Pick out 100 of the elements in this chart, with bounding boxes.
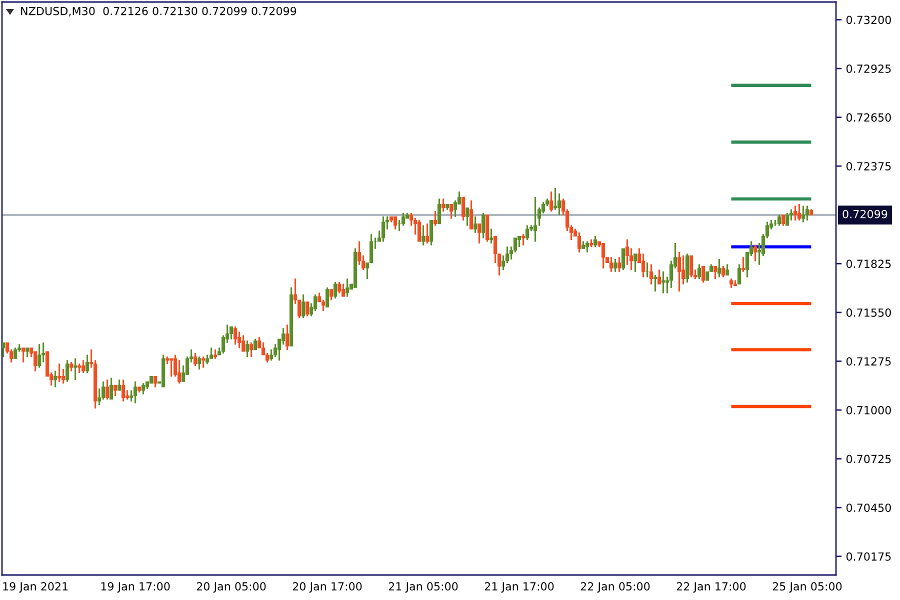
candlestick xyxy=(341,284,346,297)
candlestick xyxy=(777,214,781,226)
candlestick xyxy=(677,252,681,292)
y-tick-label: 0.71275 xyxy=(846,357,891,366)
y-tick-label: 0.71000 xyxy=(846,406,891,414)
y-tick-label: 0.71825 xyxy=(846,260,891,268)
candlestick xyxy=(122,380,126,402)
candlestick xyxy=(577,232,582,252)
candlestick xyxy=(198,356,202,370)
candlestick xyxy=(581,241,586,249)
candlestick xyxy=(469,200,474,230)
candlestick xyxy=(729,278,733,288)
candlestick xyxy=(725,264,729,276)
candlestick xyxy=(106,380,110,400)
candlestick xyxy=(290,287,294,346)
candlestick xyxy=(286,324,290,350)
candlestick xyxy=(110,378,114,400)
candlestick xyxy=(733,280,737,286)
candlestick xyxy=(549,192,554,212)
candlestick xyxy=(521,234,526,246)
y-tick-label: 0.73200 xyxy=(846,16,891,24)
candlestick xyxy=(645,262,650,278)
candlestick xyxy=(737,264,741,284)
chart-title: NZDUSD,M30 0.72126 0.72130 0.72099 0.72099 xyxy=(21,6,296,16)
candlestick xyxy=(805,206,809,220)
candlestick xyxy=(753,244,757,262)
candlestick xyxy=(393,216,398,230)
candlestick xyxy=(481,212,486,238)
candlestick xyxy=(337,282,342,294)
candlestick xyxy=(134,381,138,404)
candlestick xyxy=(38,344,42,368)
candlestick xyxy=(250,342,254,358)
candlestick xyxy=(214,349,218,359)
candlestick xyxy=(717,258,721,278)
candlestick xyxy=(301,294,306,318)
candlestick xyxy=(425,223,430,244)
candlestick xyxy=(66,360,70,382)
candlestick xyxy=(86,354,90,374)
candlestick xyxy=(797,204,801,220)
candlestick xyxy=(70,362,74,372)
candlestick xyxy=(473,216,478,233)
candlestick xyxy=(485,214,490,242)
x-tick-label: 21 Jan 17:00 xyxy=(484,582,554,593)
y-tick-label: 0.71550 xyxy=(846,308,891,317)
candlestick xyxy=(421,225,426,246)
candlestick xyxy=(701,266,705,283)
candlestick xyxy=(78,364,82,374)
candlestick xyxy=(246,340,250,358)
candlestick xyxy=(437,198,442,224)
y-tick-label: 0.70725 xyxy=(846,454,891,464)
x-tick-label: 20 Jan 17:00 xyxy=(292,582,362,593)
candlestick xyxy=(14,348,18,359)
candlestick xyxy=(621,248,626,270)
candlestick xyxy=(325,287,330,308)
candlestick xyxy=(657,270,662,284)
candlestick xyxy=(653,274,658,292)
candlestick xyxy=(138,386,142,393)
x-tick-label: 19 Jan 2021 xyxy=(3,582,68,593)
candlestick xyxy=(589,239,594,248)
candlestick xyxy=(697,264,701,280)
candlestick xyxy=(533,196,538,242)
x-tick-label: 25 Jan 05:00 xyxy=(772,582,842,593)
x-tick-label: 22 Jan 05:00 xyxy=(580,582,650,593)
candlestick xyxy=(329,289,334,300)
candlestick xyxy=(525,225,530,240)
x-tick-label: 21 Jan 05:00 xyxy=(388,582,458,593)
y-tick-label: 0.70450 xyxy=(846,504,891,512)
candlestick xyxy=(162,354,166,388)
candlestick xyxy=(345,278,350,297)
x-tick-label: 20 Jan 05:00 xyxy=(196,582,266,593)
ref-line-label: 0.72099 xyxy=(842,210,888,218)
candlestick xyxy=(781,214,785,226)
candlestick xyxy=(118,380,122,391)
candlestick xyxy=(609,257,614,272)
candlestick xyxy=(194,352,198,366)
candlestick xyxy=(242,335,246,352)
candlestick xyxy=(114,384,118,396)
candlestick xyxy=(417,220,422,242)
candlestick xyxy=(433,211,438,226)
candlestick xyxy=(26,348,30,358)
candlestick xyxy=(617,257,622,272)
candlestick xyxy=(809,209,813,216)
candlestick xyxy=(477,223,482,244)
candlestick xyxy=(22,348,26,362)
candlestick xyxy=(154,376,158,388)
candlestick xyxy=(793,206,797,220)
candlestick xyxy=(58,364,62,382)
candlestick xyxy=(305,302,310,316)
candlestick xyxy=(82,360,86,374)
candlestick xyxy=(234,326,238,345)
candlestick xyxy=(593,236,598,248)
candlestick xyxy=(381,216,386,242)
candlestick xyxy=(685,254,689,283)
candlestick xyxy=(465,208,470,226)
candlestick xyxy=(613,258,618,272)
candlestick xyxy=(785,212,789,226)
candlestick xyxy=(461,196,466,220)
candlestick xyxy=(633,254,638,272)
y-tick-label: 0.72375 xyxy=(846,162,891,170)
candlestick xyxy=(661,271,666,294)
